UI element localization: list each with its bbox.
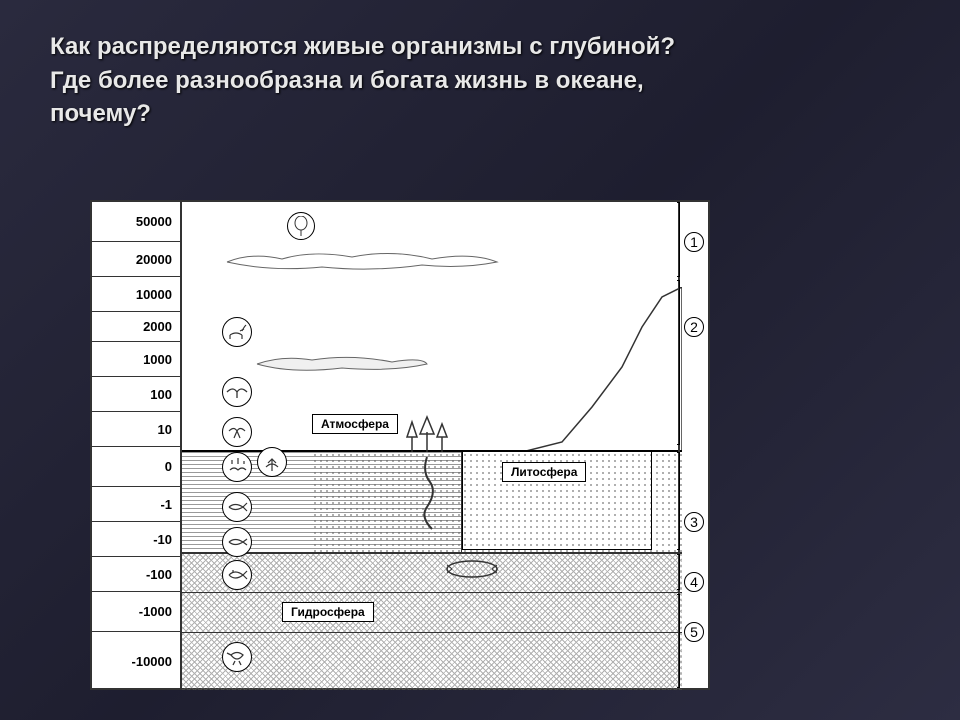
bracket-1 [677,202,680,277]
swallow-icon [222,417,252,447]
scale-0: 0 [92,447,180,487]
diagram: 50000 20000 10000 2000 1000 100 10 0 -1 … [90,200,710,690]
hydrosphere-label: Гидросфера [282,602,374,622]
scale-m100: -100 [92,557,180,592]
plants-icon [257,447,287,477]
scale-10: 10 [92,412,180,447]
title-line-2: Где более разнообразна и богата жизнь в … [50,64,910,98]
drawing-area: Атмосфера Литосфера Гидросфера [182,202,682,688]
deep-creature [442,557,502,582]
scale-column: 50000 20000 10000 2000 1000 100 10 0 -1 … [92,202,182,688]
abyss-icon [222,642,252,672]
low-clouds [252,352,432,377]
bracket-4 [677,554,680,590]
goat-icon [222,317,252,347]
marker-5: 5 [684,622,704,642]
scale-100: 100 [92,377,180,412]
scale-50000: 50000 [92,202,180,242]
marker-4: 4 [684,572,704,592]
line-m1000 [182,592,682,593]
scale-20000: 20000 [92,242,180,277]
scale-m1000: -1000 [92,592,180,632]
scale-m10000: -10000 [92,632,180,690]
mountain [522,287,682,452]
right-column: 1 2 3 4 5 [678,202,708,688]
marker-1: 1 [684,232,704,252]
mid-fish-icon [222,527,252,557]
shallow-fish-icon [222,492,252,522]
deep-fish-icon [222,560,252,590]
worm-icon [402,457,462,537]
eagle-icon [222,377,252,407]
marker-3: 3 [684,512,704,532]
atmosphere-label: Атмосфера [312,414,398,434]
title-line-1: Как распределяются живые организмы с глу… [50,30,910,64]
bracket-2 [677,280,680,445]
scale-m1: -1 [92,487,180,522]
scale-10000: 10000 [92,277,180,312]
title-line-3: почему? [50,97,910,131]
high-clouds [222,247,502,277]
surface-life-icon [222,452,252,482]
scale-2000: 2000 [92,312,180,342]
bracket-3 [677,452,680,550]
line-m10000 [182,632,682,633]
trees-icon [392,412,462,457]
scale-m10: -10 [92,522,180,557]
deep-water [182,552,682,690]
lithosphere-label: Литосфера [502,462,586,482]
bracket-5 [677,594,680,688]
marker-2: 2 [684,317,704,337]
balloon-icon [287,212,315,240]
title-area: Как распределяются живые организмы с глу… [0,0,960,151]
line-m100 [182,552,682,554]
scale-1000: 1000 [92,342,180,377]
